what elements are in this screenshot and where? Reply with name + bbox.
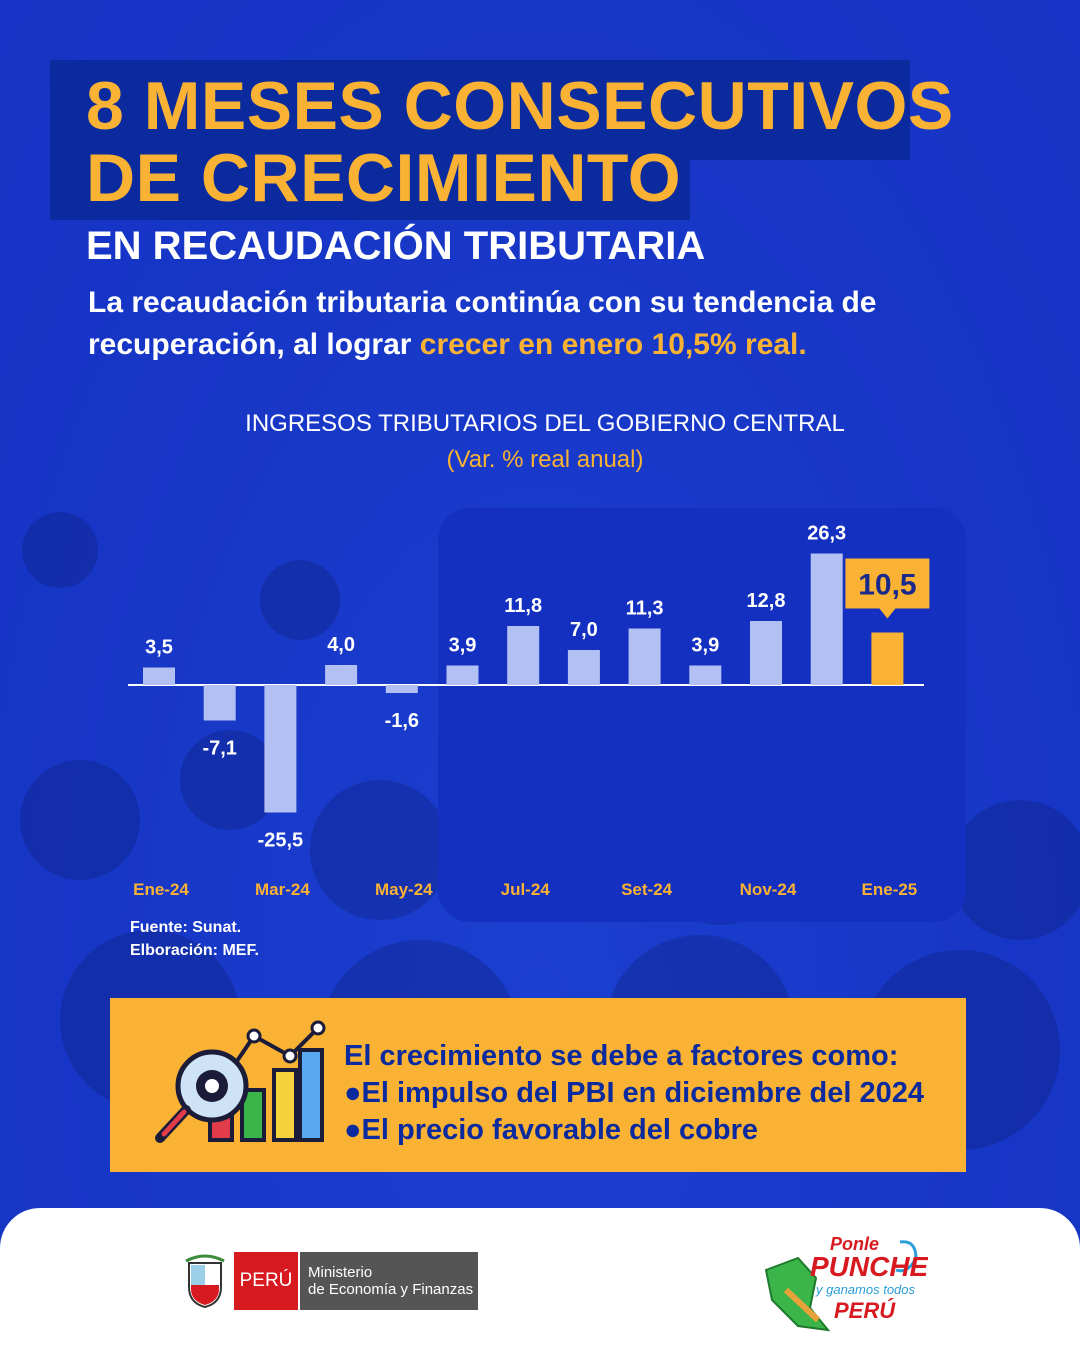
x-tick-label-Set-24: Set-24 [621, 880, 673, 899]
lead-highlight: crecer en enero 10,5% real. [419, 328, 807, 361]
peru-wordmark: PERÚ [234, 1252, 298, 1310]
x-tick-label-Nov-24: Nov-24 [740, 880, 797, 899]
source-line: Fuente: Sunat. [130, 919, 242, 936]
callout-pointer [879, 608, 896, 619]
bar-Abr-24 [325, 665, 358, 685]
factors-text: El crecimiento se debe a factores como: … [344, 1038, 924, 1149]
value-label-Ago-24: 7,0 [570, 619, 598, 641]
value-label-Ene-24: 3,5 [145, 637, 173, 659]
page-title: 8 MESES CONSECUTIVOS DE CRECIMIENTO [86, 70, 954, 214]
factors-title: El crecimiento se debe a factores como: [344, 1040, 899, 1072]
bar-Ago-24 [567, 650, 600, 685]
bar-chart: 3,5 Ene-24 -7,1 -25,5 Mar-24 4,0 -1,6 May-24 3,9… [133, 522, 930, 899]
ministry-line-2: de Economía y Finanzas [308, 1281, 474, 1298]
value-label-Dic-24: 26,3 [807, 523, 846, 545]
source-note: Fuente: Sunat. Elboración: MEF. [130, 916, 259, 962]
bar-Jul-24 [507, 626, 540, 685]
factor-item-1: ●El impulso del PBI en diciembre del 202… [344, 1077, 924, 1109]
factors-box: El crecimiento se debe a factores como: … [110, 998, 966, 1172]
value-label-Feb-24: -7,1 [202, 738, 236, 760]
page-subtitle: EN RECAUDACIÓN TRIBUTARIA [86, 224, 706, 268]
title-highlight-box-2 [50, 160, 690, 220]
ministry-line-1: Ministerio [308, 1264, 373, 1281]
lead-paragraph: La recaudación tributaria continúa con s… [88, 282, 988, 366]
campaign-line-2: PUNCHE [810, 1251, 928, 1282]
ministry-name: Ministerio de Economía y Finanzas [298, 1252, 478, 1310]
elaboration-line: Elboración: MEF. [130, 942, 259, 959]
campaign-line-1: Ponle [830, 1234, 879, 1254]
value-label-Jun-24: 3,9 [449, 635, 477, 657]
value-label-Set-24: 11,3 [626, 598, 664, 620]
ponle-punche-logo[interactable]: Ponle PUNCHE y ganamos todos PERÚ [758, 1230, 928, 1340]
title-line-2: DE CRECIMIENTO [86, 140, 682, 216]
bar-Ene-24 [143, 667, 175, 685]
x-tick-label-Jul-24: Jul-24 [501, 880, 551, 899]
value-label-Abr-24: 4,0 [327, 634, 355, 656]
bar-May-24 [385, 685, 418, 693]
factor-item-2: ●El precio favorable del cobre [344, 1114, 758, 1146]
bar-Jun-24 [446, 665, 479, 685]
chart-title: INGRESOS TRIBUTARIOS DEL GOBIERNO CENTRA… [245, 410, 845, 437]
highlight-callout [845, 558, 930, 609]
x-tick-label-Ene-25: Ene-25 [862, 880, 918, 899]
bar-Oct-24 [689, 665, 722, 685]
x-tick-label-Mar-24: Mar-24 [255, 880, 310, 899]
value-label-Mar-24: -25,5 [258, 830, 304, 852]
mef-logo[interactable]: PERÚ Ministerio de Economía y Finanzas [184, 1252, 478, 1310]
footer: PERÚ Ministerio de Economía y Finanzas P… [0, 1208, 1080, 1350]
value-label-Ene-25: 10,5 [858, 569, 916, 602]
campaign-line-3: y ganamos todos [815, 1282, 916, 1297]
title-line-1: 8 MESES CONSECUTIVOS [86, 68, 954, 144]
value-label-Jul-24: 11,8 [504, 595, 542, 617]
coat-of-arms-icon [185, 1254, 225, 1309]
bar-Ene-25 [871, 632, 904, 685]
bar-Feb-24 [203, 685, 236, 721]
x-tick-label-May-24: May-24 [375, 880, 433, 899]
value-label-May-24: -1,6 [385, 710, 419, 732]
analytics-magnifier-icon [155, 1020, 326, 1143]
bar-Nov-24 [750, 621, 782, 685]
x-tick-label-Ene-24: Ene-24 [133, 880, 189, 899]
bar-Dic-24 [810, 553, 843, 685]
value-label-Oct-24: 3,9 [691, 635, 719, 657]
chart-subtitle: (Var. % real anual) [446, 446, 644, 473]
lead-text: La recaudación tributaria continúa con s… [88, 286, 877, 361]
value-label-Nov-24: 12,8 [747, 590, 786, 612]
campaign-line-4: PERÚ [834, 1298, 896, 1323]
title-highlight-box [50, 60, 910, 160]
bar-Set-24 [628, 628, 661, 685]
bar-Mar-24 [264, 685, 297, 813]
